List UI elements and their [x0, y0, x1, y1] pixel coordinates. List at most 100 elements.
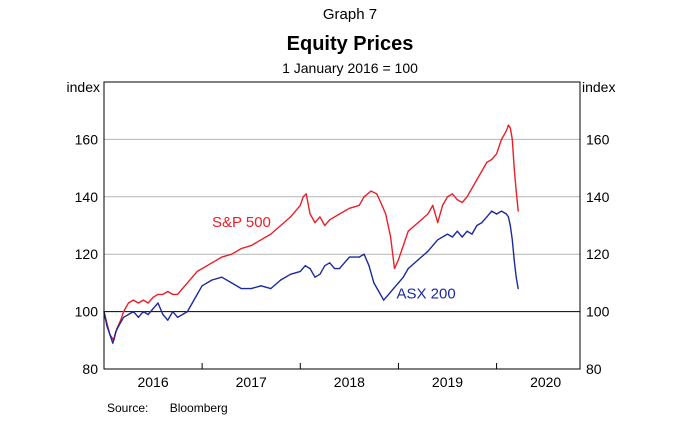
- asx200-point: [118, 325, 120, 327]
- sp500-point: [500, 138, 503, 140]
- sp500-point: [495, 153, 498, 155]
- asx200-point: [495, 213, 498, 215]
- y-tick-right-160: 160: [586, 131, 610, 147]
- y-tick-right-140: 140: [586, 189, 610, 205]
- chart-title: Equity Prices: [286, 33, 414, 55]
- sp500-point: [240, 247, 243, 250]
- sp500-point: [157, 293, 159, 295]
- sp500-point: [152, 296, 154, 298]
- y-tick-left-140: 140: [75, 189, 99, 205]
- asx200-point: [221, 276, 223, 278]
- asx200-point: [304, 265, 306, 267]
- sp500-point: [299, 204, 301, 207]
- sp500-point: [513, 167, 515, 169]
- sp500-point: [476, 178, 478, 181]
- asx200-point: [211, 279, 213, 281]
- asx200-point: [230, 282, 233, 284]
- sp500-point: [515, 190, 517, 192]
- asx200-point: [456, 230, 458, 232]
- sp500-point: [437, 222, 439, 224]
- asx200-point: [289, 273, 292, 275]
- asx200-point: [509, 224, 511, 227]
- sp500-point: [370, 190, 372, 192]
- asx200-point: [147, 313, 149, 316]
- sp500-point: [363, 196, 365, 198]
- asx200-point: [500, 210, 503, 212]
- sp500-point: [305, 193, 307, 195]
- sp500-series-label: S&P 500: [212, 214, 271, 231]
- sp500-point: [137, 302, 139, 304]
- sp500-point: [338, 213, 341, 215]
- sp500-point: [280, 224, 282, 227]
- asx200-point: [517, 288, 519, 290]
- sp500-point: [427, 213, 429, 215]
- asx200-point: [167, 319, 169, 321]
- sp500-point: [314, 222, 316, 224]
- axis-ticks: 80 80 100 100 120 120 140 140 160 160 2016 2017 2018…: [75, 131, 610, 390]
- y-tick-right-80: 80: [586, 361, 602, 377]
- sp500-point: [441, 204, 444, 207]
- sp500-point: [186, 282, 189, 284]
- x-tick-label-2020: 2020: [530, 374, 561, 390]
- asx200-point: [446, 233, 449, 235]
- asx200-point: [270, 288, 272, 290]
- asx200-point: [505, 213, 507, 215]
- sp500-point: [507, 124, 509, 126]
- plot-frame: [103, 81, 581, 370]
- asx200-point: [388, 293, 390, 295]
- asx200-point: [476, 224, 478, 227]
- asx200-point: [392, 288, 395, 290]
- sp500-point: [471, 187, 473, 189]
- asx200-point: [177, 316, 179, 318]
- y-tick-left-80: 80: [82, 361, 98, 377]
- asx200-point: [481, 222, 483, 224]
- asx200-point: [106, 325, 108, 327]
- sp500-point: [201, 267, 203, 270]
- sp500-point: [348, 207, 350, 209]
- asx200-point: [383, 299, 385, 301]
- sp500-points: [103, 124, 519, 341]
- sp500-point: [407, 230, 409, 232]
- asx200-point: [162, 313, 164, 316]
- sp500-point: [517, 210, 519, 212]
- sp500-point: [466, 196, 468, 198]
- sp500-point: [230, 253, 233, 255]
- asx200-point: [309, 267, 311, 270]
- y-axis-label-left: index: [67, 79, 100, 95]
- asx200-point: [407, 267, 409, 270]
- asx200-point: [299, 270, 301, 273]
- sp500-point: [319, 216, 321, 218]
- sp500-point: [511, 138, 513, 140]
- asx200-point: [368, 265, 370, 267]
- series-lines: [103, 124, 519, 344]
- sp500-point: [329, 219, 331, 221]
- x-tick-label-2016: 2016: [137, 374, 168, 390]
- sp500-point: [432, 204, 434, 207]
- asx200-point: [324, 265, 326, 267]
- sp500-point: [397, 259, 400, 261]
- asx200-point: [109, 333, 111, 336]
- sp500-point: [481, 170, 483, 172]
- asx200-point: [137, 316, 139, 318]
- asx200-point: [363, 253, 365, 255]
- asx200-point: [417, 259, 419, 261]
- asx200-point: [240, 288, 243, 290]
- asx200-point: [515, 276, 517, 278]
- asx200-point: [196, 293, 198, 295]
- asx200-point: [338, 267, 341, 270]
- asx200-point: [152, 308, 154, 310]
- sp500-point: [221, 256, 223, 258]
- sp500-point: [196, 270, 198, 273]
- asx200-point: [461, 236, 463, 238]
- sp500-point: [380, 201, 382, 204]
- sp500-point: [191, 276, 193, 278]
- asx200-point: [191, 302, 193, 304]
- y-tick-left-120: 120: [75, 246, 99, 262]
- sp500-point: [389, 236, 392, 238]
- asx200-point: [181, 313, 184, 316]
- sp500-point: [509, 127, 511, 129]
- y-tick-right-100: 100: [586, 304, 610, 320]
- asx200-point: [486, 216, 488, 218]
- asx200-point: [157, 302, 159, 304]
